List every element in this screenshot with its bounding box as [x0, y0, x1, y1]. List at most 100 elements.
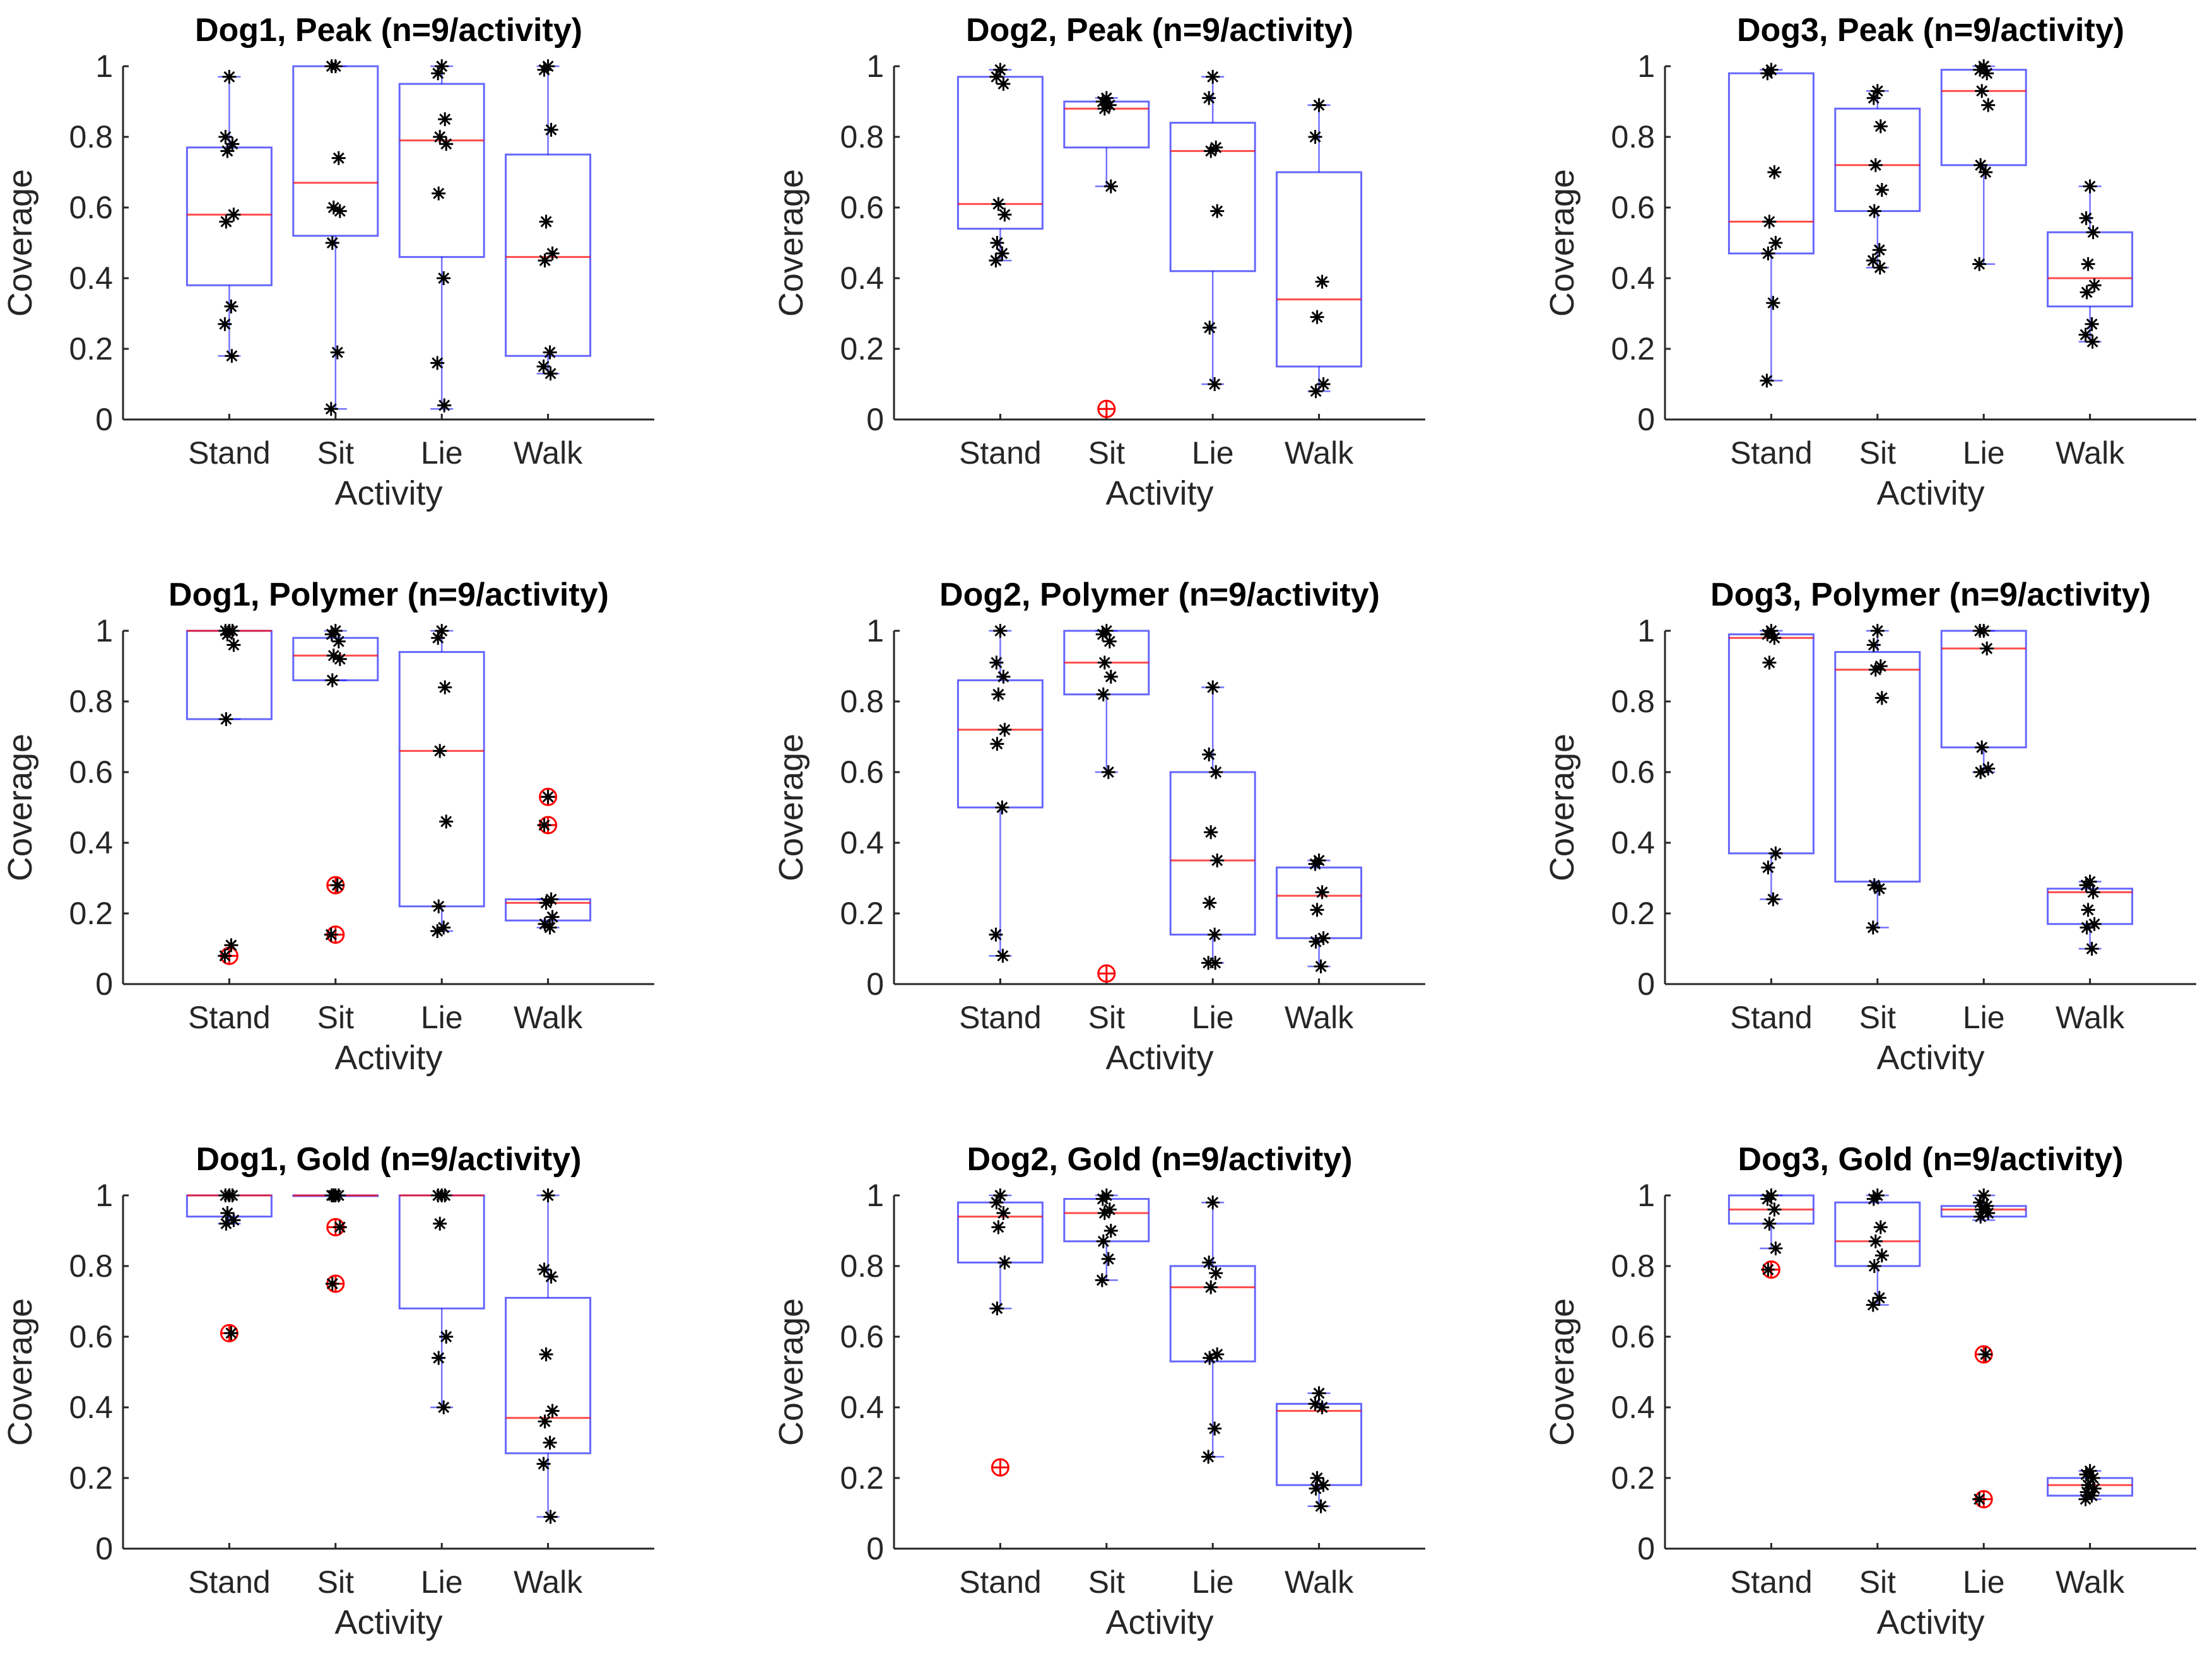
data-point-stroke	[2087, 886, 2099, 898]
data-point-stroke	[325, 403, 337, 415]
data-point-stroke	[1869, 159, 1881, 171]
y-tick-label: 0.6	[1611, 1319, 1655, 1354]
data-point	[226, 638, 241, 652]
data-point	[991, 197, 1006, 211]
data-point-stroke	[334, 205, 346, 217]
data-point-stroke	[432, 632, 444, 644]
data-point	[1101, 1252, 1115, 1266]
y-tick-label: 0.8	[840, 684, 884, 719]
data-point	[1766, 296, 1780, 310]
data-point-stroke	[327, 1190, 339, 1201]
data-point	[1309, 934, 1323, 949]
x-axis-label: Activity	[1876, 1604, 1984, 1641]
iqr-box	[505, 1296, 592, 1455]
data-point	[1315, 885, 1329, 900]
data-point-stroke	[439, 681, 451, 693]
data-point-stroke	[992, 198, 1004, 210]
data-point-stroke	[1209, 1422, 1221, 1434]
data-point	[1767, 165, 1782, 179]
data-point-stroke	[1974, 1493, 1986, 1505]
data-point	[2085, 317, 2099, 331]
data-point-stroke	[999, 1257, 1011, 1269]
box-lie	[1940, 1188, 2027, 1509]
data-point	[1312, 1386, 1326, 1400]
data-point	[1102, 634, 1117, 648]
chart-title: Dog3, Peak (n=9/activity)	[1737, 12, 2124, 49]
y-tick-label: 0.8	[69, 1248, 113, 1284]
data-point-stroke	[1310, 385, 1322, 397]
data-point	[1866, 91, 1881, 105]
data-point-stroke	[1873, 244, 1885, 256]
iqr-box	[1834, 651, 1921, 883]
data-point-stroke	[1309, 858, 1321, 870]
data-point-stroke	[1980, 1349, 1992, 1360]
data-point-stroke	[440, 816, 452, 828]
data-point	[1202, 1255, 1216, 1270]
subplot-1: 0 0.2 0.4 0.6 0.8 1 Stand Sit Lie Walk Dog1, Peak …	[1, 12, 654, 512]
data-point	[437, 271, 451, 285]
data-point	[1870, 624, 1885, 638]
x-tick-label: Stand	[959, 1000, 1042, 1035]
data-point	[1973, 624, 1987, 638]
box-stand	[956, 1188, 1044, 1477]
data-point-stroke	[1981, 67, 1993, 79]
data-point-stroke	[1204, 1352, 1216, 1364]
data-point-stroke	[1871, 625, 1883, 636]
data-point	[989, 1195, 1004, 1210]
y-tick-label: 0.8	[1611, 1248, 1655, 1284]
data-point	[1097, 655, 1112, 670]
data-point	[2081, 903, 2095, 917]
data-point	[324, 59, 339, 73]
data-point	[1210, 204, 1225, 218]
data-point-stroke	[226, 138, 238, 150]
data-point-stroke	[326, 1278, 338, 1289]
data-point-stroke	[1874, 262, 1886, 274]
x-tick-label: Walk	[1285, 1000, 1354, 1035]
data-point-stroke	[2087, 226, 2099, 238]
x-tick-label: Sit	[1088, 1000, 1125, 1035]
data-point	[1972, 257, 1987, 271]
data-point-stroke	[1204, 897, 1216, 909]
data-point-stroke	[1762, 862, 1774, 874]
data-point	[218, 317, 232, 331]
data-point	[2086, 1471, 2100, 1485]
data-point	[1872, 881, 1886, 896]
data-point	[537, 62, 551, 77]
chart-title: Dog1, Gold (n=9/activity)	[196, 1141, 581, 1178]
y-tick-label: 0	[95, 1531, 113, 1566]
data-point-stroke	[1980, 167, 1992, 178]
data-point	[541, 1188, 555, 1202]
box-walk	[2047, 874, 2134, 956]
data-point-stroke	[219, 950, 231, 962]
data-point	[990, 1301, 1004, 1316]
data-point	[1767, 631, 1782, 645]
data-point	[545, 1404, 560, 1418]
data-point-stroke	[434, 745, 446, 757]
data-point	[1096, 687, 1110, 701]
data-point	[1762, 655, 1777, 670]
data-point-stroke	[1097, 1193, 1109, 1205]
subplot-6: 0 0.2 0.4 0.6 0.8 1 Stand Sit Lie Walk Dog3, Polym…	[1543, 577, 2196, 1077]
data-point-stroke	[1098, 657, 1110, 669]
data-point-stroke	[542, 791, 554, 803]
data-point	[438, 1188, 452, 1202]
data-point-stroke	[996, 802, 1008, 813]
data-point	[2083, 179, 2097, 194]
data-point-stroke	[1313, 1387, 1325, 1399]
x-tick-label: Sit	[317, 1000, 354, 1035]
y-tick-label: 0.4	[69, 825, 113, 860]
data-point-stroke	[991, 1303, 1003, 1315]
data-point-stroke	[1203, 92, 1215, 104]
data-point-stroke	[544, 346, 556, 358]
data-point	[330, 345, 344, 360]
y-tick-label: 0.8	[1611, 119, 1655, 155]
data-point	[218, 130, 233, 144]
data-point-stroke	[1868, 92, 1880, 104]
box-sit	[1834, 84, 1921, 275]
data-point	[1866, 1298, 1880, 1312]
data-point-stroke	[2086, 318, 2098, 330]
data-point-stroke	[1203, 1451, 1215, 1463]
data-point-stroke	[1873, 883, 1885, 894]
data-point	[1868, 1234, 1883, 1248]
data-point-stroke	[544, 368, 556, 380]
